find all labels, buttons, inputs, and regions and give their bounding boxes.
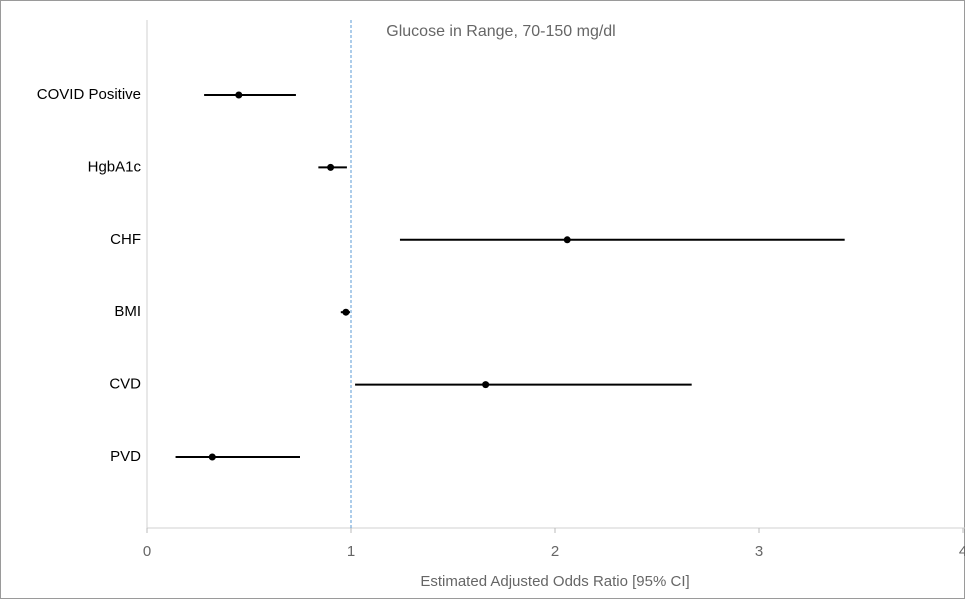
x-tick-label: 2 — [551, 543, 559, 560]
x-tick-label: 4 — [959, 543, 965, 560]
y-tick-label: CHF — [110, 231, 141, 248]
x-tick-label: 0 — [143, 543, 151, 560]
point-estimate — [342, 308, 350, 316]
y-tick-label: PVD — [110, 448, 141, 465]
chart-title: Glucose in Range, 70-150 mg/dl — [386, 23, 615, 40]
x-tick-label: 1 — [347, 543, 355, 560]
point-estimate — [235, 91, 243, 99]
point-estimate — [208, 453, 216, 461]
x-tick-label: 3 — [755, 543, 763, 560]
point-estimate — [482, 381, 490, 389]
y-tick-label: HgbA1c — [88, 158, 142, 175]
point-estimate — [563, 236, 571, 244]
y-tick-label: BMI — [114, 303, 141, 320]
x-axis-label: Estimated Adjusted Odds Ratio [95% CI] — [420, 573, 689, 590]
y-tick-label: CVD — [109, 376, 141, 393]
y-tick-label: COVID Positive — [37, 86, 141, 103]
point-estimate — [327, 163, 335, 171]
